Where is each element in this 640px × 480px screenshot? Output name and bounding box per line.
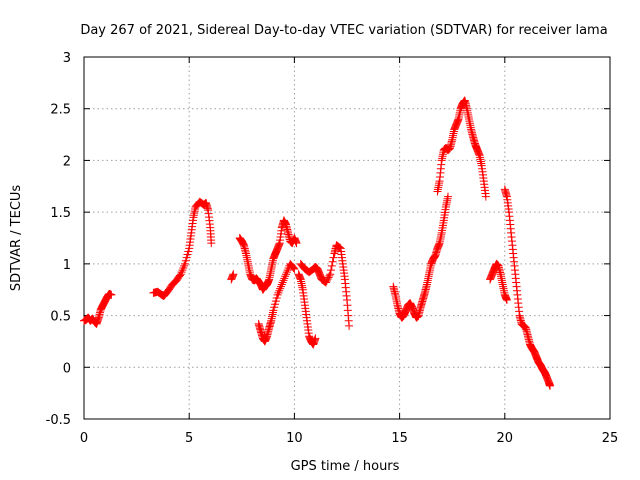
- data-point: [179, 263, 188, 272]
- data-point: [322, 276, 331, 285]
- data-point: [327, 261, 336, 270]
- y-tick-label: 1.5: [50, 206, 71, 221]
- data-point: [274, 288, 283, 297]
- data-point: [175, 271, 184, 280]
- data-point: [326, 270, 335, 279]
- data-point: [283, 266, 292, 275]
- data-point: [325, 271, 334, 280]
- data-point: [207, 239, 216, 248]
- y-tick-label: 0.5: [50, 310, 71, 325]
- x-tick-label: 5: [185, 431, 193, 446]
- data-point: [288, 262, 297, 271]
- data-point: [502, 296, 511, 305]
- y-tick-label: 0: [63, 361, 71, 376]
- data-point: [481, 192, 490, 201]
- axis-ticks: [83, 56, 611, 420]
- data-point: [335, 243, 344, 252]
- data-point: [327, 266, 336, 275]
- data-point: [277, 280, 286, 289]
- data-point: [546, 381, 555, 390]
- data-point: [321, 278, 330, 287]
- data-point: [229, 270, 238, 279]
- data-point: [107, 290, 116, 299]
- data-point: [345, 321, 354, 330]
- data-point: [178, 266, 187, 275]
- y-tick-label: 2.5: [50, 103, 71, 118]
- data-point: [290, 265, 299, 274]
- data-point: [281, 272, 290, 281]
- data-point: [180, 261, 189, 270]
- data-point: [443, 192, 452, 201]
- data-point: [292, 239, 301, 248]
- data-point: [279, 276, 288, 285]
- x-tick-label: 20: [497, 431, 514, 446]
- data-point: [328, 257, 337, 266]
- x-tick-label: 15: [391, 431, 408, 446]
- data-point: [289, 263, 298, 272]
- data-point: [323, 275, 332, 284]
- data-point: [278, 278, 287, 287]
- tick-labels: 0 5 10 15 20 25 -0.5 0 0.5 1 1.5 2 2.5 3: [46, 51, 619, 446]
- data-point: [176, 270, 185, 279]
- y-tick-label: -0.5: [46, 413, 71, 428]
- data-point: [280, 274, 289, 283]
- plot-area-border: [83, 56, 611, 420]
- y-axis-label: SDTVAR / TECUs: [9, 185, 24, 292]
- data-point: [281, 270, 290, 279]
- y-tick-label: 3: [63, 51, 71, 66]
- x-axis-label: GPS time / hours: [291, 459, 400, 474]
- data-point: [335, 243, 344, 252]
- x-tick-label: 25: [602, 431, 619, 446]
- x-tick-label: 0: [80, 431, 88, 446]
- x-tick-label: 10: [286, 431, 303, 446]
- grid-lines: [84, 57, 610, 419]
- data-point: [275, 286, 284, 295]
- data-point: [282, 268, 291, 277]
- chart-title: Day 267 of 2021, Sidereal Day-to-day VTE…: [80, 23, 607, 38]
- y-tick-label: 1: [63, 258, 71, 273]
- data-point: [177, 268, 186, 277]
- data-point: [329, 253, 338, 262]
- data-point: [276, 282, 285, 291]
- y-tick-label: 2: [63, 154, 71, 169]
- data-points: [80, 96, 555, 390]
- data-point: [273, 290, 282, 299]
- data-point: [311, 334, 320, 343]
- data-point: [324, 273, 333, 282]
- data-point: [276, 284, 285, 293]
